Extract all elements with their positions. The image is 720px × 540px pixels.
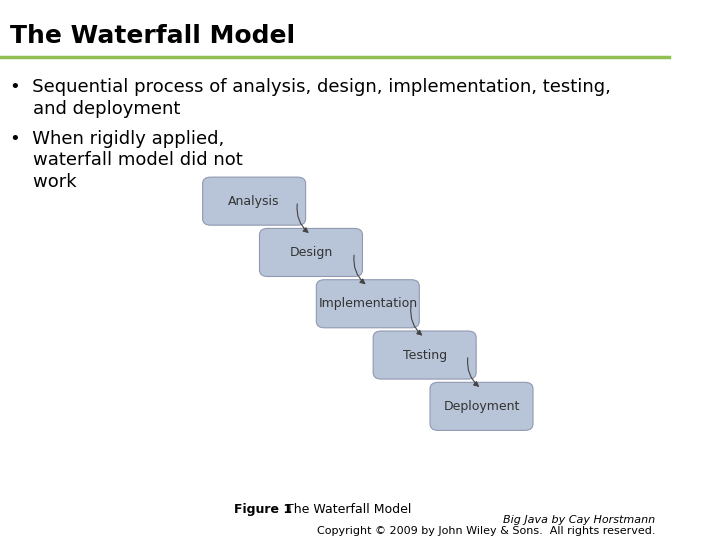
- Text: The Waterfall Model: The Waterfall Model: [287, 503, 412, 516]
- Text: Analysis: Analysis: [228, 194, 280, 208]
- Text: Testing: Testing: [402, 348, 446, 362]
- Text: Figure 1: Figure 1: [234, 503, 292, 516]
- Text: •  When rigidly applied,: • When rigidly applied,: [10, 130, 225, 147]
- Text: Implementation: Implementation: [318, 297, 418, 310]
- Text: waterfall model did not: waterfall model did not: [10, 151, 243, 169]
- Text: The Waterfall Model: The Waterfall Model: [10, 24, 295, 48]
- FancyBboxPatch shape: [316, 280, 419, 328]
- FancyBboxPatch shape: [430, 382, 533, 430]
- Text: work: work: [10, 173, 76, 191]
- Text: Big Java by Cay Horstmann: Big Java by Cay Horstmann: [503, 515, 655, 525]
- Text: Deployment: Deployment: [444, 400, 520, 413]
- FancyBboxPatch shape: [259, 228, 362, 276]
- Text: Design: Design: [289, 246, 333, 259]
- FancyBboxPatch shape: [373, 331, 476, 379]
- Text: Copyright © 2009 by John Wiley & Sons.  All rights reserved.: Copyright © 2009 by John Wiley & Sons. A…: [317, 525, 655, 536]
- FancyBboxPatch shape: [202, 177, 305, 225]
- Text: and deployment: and deployment: [10, 100, 181, 118]
- Text: •  Sequential process of analysis, design, implementation, testing,: • Sequential process of analysis, design…: [10, 78, 611, 96]
